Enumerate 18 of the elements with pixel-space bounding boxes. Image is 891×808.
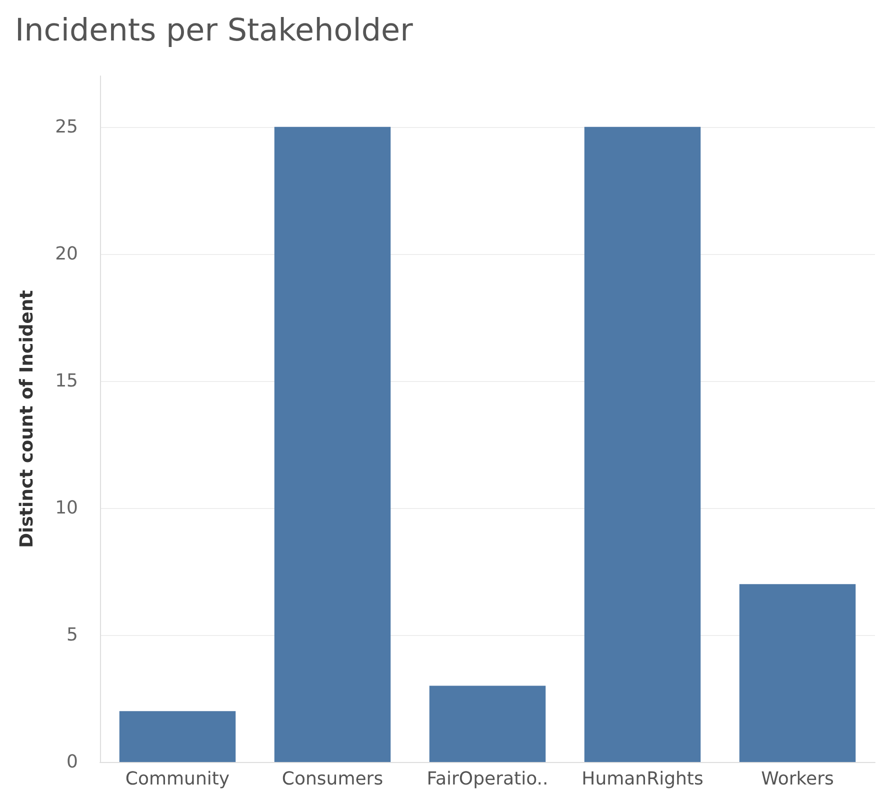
bar (119, 711, 236, 762)
y-tick-label: 25 (55, 116, 78, 138)
bar (739, 584, 856, 762)
x-tick-label: FairOperatio.. (426, 768, 548, 790)
x-tick-label: Community (125, 768, 230, 790)
y-axis-title: Distinct count of Incident (16, 290, 38, 548)
y-tick-label: 15 (55, 370, 78, 392)
bar (584, 126, 701, 762)
bar (274, 126, 391, 762)
x-tick-label: Workers (761, 768, 834, 790)
x-tick-label: Consumers (282, 768, 384, 790)
bar (429, 686, 546, 762)
y-tick-label: 10 (55, 497, 78, 518)
x-tick-label: HumanRights (582, 768, 704, 790)
y-tick-label: 20 (55, 243, 78, 264)
chart-title: Incidents per Stakeholder (15, 12, 414, 48)
y-tick-label: 5 (66, 624, 78, 646)
y-tick-label: 0 (66, 752, 78, 772)
